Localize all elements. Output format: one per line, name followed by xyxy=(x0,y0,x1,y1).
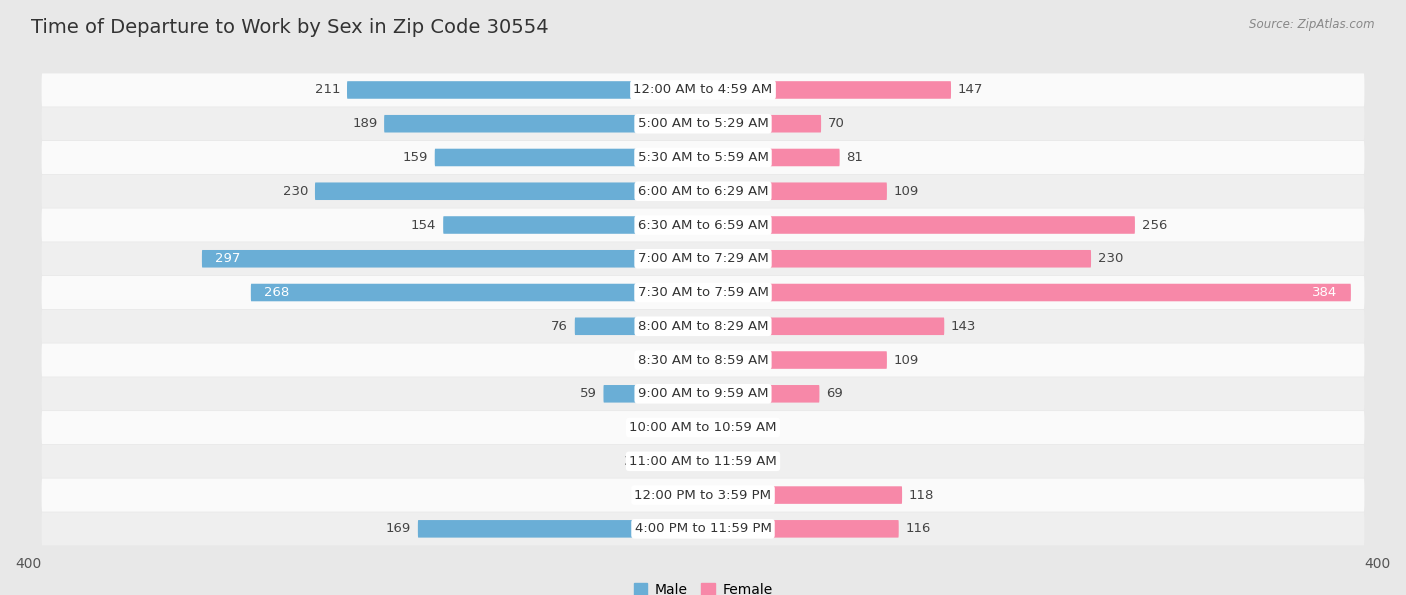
Text: 230: 230 xyxy=(1098,252,1123,265)
Text: 69: 69 xyxy=(827,387,844,400)
Text: 268: 268 xyxy=(264,286,290,299)
FancyBboxPatch shape xyxy=(703,115,821,133)
Text: 256: 256 xyxy=(1142,218,1167,231)
FancyBboxPatch shape xyxy=(703,351,887,369)
Text: Time of Departure to Work by Sex in Zip Code 30554: Time of Departure to Work by Sex in Zip … xyxy=(31,18,548,37)
Text: 76: 76 xyxy=(551,320,568,333)
FancyBboxPatch shape xyxy=(202,250,703,268)
FancyBboxPatch shape xyxy=(703,486,903,504)
FancyBboxPatch shape xyxy=(418,520,703,538)
Text: 9:00 AM to 9:59 AM: 9:00 AM to 9:59 AM xyxy=(638,387,768,400)
FancyBboxPatch shape xyxy=(42,242,1364,275)
FancyBboxPatch shape xyxy=(654,419,703,436)
FancyBboxPatch shape xyxy=(42,276,1364,309)
Text: 33: 33 xyxy=(624,455,641,468)
Text: 189: 189 xyxy=(352,117,377,130)
FancyBboxPatch shape xyxy=(250,284,703,301)
FancyBboxPatch shape xyxy=(703,385,820,403)
Text: 230: 230 xyxy=(283,184,308,198)
FancyBboxPatch shape xyxy=(42,141,1364,174)
Text: 12:00 AM to 4:59 AM: 12:00 AM to 4:59 AM xyxy=(634,83,772,96)
FancyBboxPatch shape xyxy=(703,81,950,99)
Text: 384: 384 xyxy=(1312,286,1337,299)
Text: 6:30 AM to 6:59 AM: 6:30 AM to 6:59 AM xyxy=(638,218,768,231)
Text: 169: 169 xyxy=(385,522,411,536)
FancyBboxPatch shape xyxy=(603,385,703,403)
FancyBboxPatch shape xyxy=(42,478,1364,512)
Text: 5:00 AM to 5:29 AM: 5:00 AM to 5:29 AM xyxy=(638,117,768,130)
FancyBboxPatch shape xyxy=(42,512,1364,546)
FancyBboxPatch shape xyxy=(703,183,887,200)
FancyBboxPatch shape xyxy=(703,520,898,538)
FancyBboxPatch shape xyxy=(42,310,1364,343)
FancyBboxPatch shape xyxy=(42,208,1364,242)
FancyBboxPatch shape xyxy=(703,453,720,470)
Text: 8:00 AM to 8:29 AM: 8:00 AM to 8:29 AM xyxy=(638,320,768,333)
FancyBboxPatch shape xyxy=(575,318,703,335)
Text: 159: 159 xyxy=(402,151,427,164)
FancyBboxPatch shape xyxy=(647,453,703,470)
FancyBboxPatch shape xyxy=(42,445,1364,478)
Text: 116: 116 xyxy=(905,522,931,536)
FancyBboxPatch shape xyxy=(42,411,1364,444)
FancyBboxPatch shape xyxy=(42,107,1364,140)
FancyBboxPatch shape xyxy=(42,73,1364,107)
Text: 10: 10 xyxy=(727,455,744,468)
Text: 8:30 AM to 8:59 AM: 8:30 AM to 8:59 AM xyxy=(638,353,768,367)
FancyBboxPatch shape xyxy=(703,284,1351,301)
FancyBboxPatch shape xyxy=(703,250,1091,268)
Text: 12:00 PM to 3:59 PM: 12:00 PM to 3:59 PM xyxy=(634,488,772,502)
Text: 6:00 AM to 6:29 AM: 6:00 AM to 6:29 AM xyxy=(638,184,768,198)
FancyBboxPatch shape xyxy=(315,183,703,200)
FancyBboxPatch shape xyxy=(42,343,1364,377)
Text: 5:30 AM to 5:59 AM: 5:30 AM to 5:59 AM xyxy=(637,151,769,164)
Text: 29: 29 xyxy=(630,421,647,434)
Text: 70: 70 xyxy=(828,117,845,130)
Text: 10:00 AM to 10:59 AM: 10:00 AM to 10:59 AM xyxy=(630,421,776,434)
FancyBboxPatch shape xyxy=(703,318,945,335)
Text: 7:00 AM to 7:29 AM: 7:00 AM to 7:29 AM xyxy=(638,252,768,265)
FancyBboxPatch shape xyxy=(703,216,1135,234)
FancyBboxPatch shape xyxy=(42,175,1364,208)
Text: 297: 297 xyxy=(215,252,240,265)
FancyBboxPatch shape xyxy=(703,419,730,436)
FancyBboxPatch shape xyxy=(443,216,703,234)
FancyBboxPatch shape xyxy=(42,377,1364,411)
FancyBboxPatch shape xyxy=(703,149,839,166)
Text: Source: ZipAtlas.com: Source: ZipAtlas.com xyxy=(1250,18,1375,31)
Text: 27: 27 xyxy=(634,488,651,502)
FancyBboxPatch shape xyxy=(434,149,703,166)
Text: 23: 23 xyxy=(641,353,658,367)
Text: 59: 59 xyxy=(579,387,596,400)
Text: 211: 211 xyxy=(315,83,340,96)
Text: 4:00 PM to 11:59 PM: 4:00 PM to 11:59 PM xyxy=(634,522,772,536)
Text: 143: 143 xyxy=(950,320,976,333)
Text: 147: 147 xyxy=(957,83,983,96)
FancyBboxPatch shape xyxy=(658,486,703,504)
FancyBboxPatch shape xyxy=(347,81,703,99)
Text: 109: 109 xyxy=(894,353,920,367)
Text: 7:30 AM to 7:59 AM: 7:30 AM to 7:59 AM xyxy=(637,286,769,299)
Text: 81: 81 xyxy=(846,151,863,164)
Text: 16: 16 xyxy=(737,421,754,434)
Text: 109: 109 xyxy=(894,184,920,198)
FancyBboxPatch shape xyxy=(664,351,703,369)
FancyBboxPatch shape xyxy=(384,115,703,133)
Text: 118: 118 xyxy=(908,488,934,502)
Legend: Male, Female: Male, Female xyxy=(628,577,778,595)
Text: 154: 154 xyxy=(411,218,436,231)
Text: 11:00 AM to 11:59 AM: 11:00 AM to 11:59 AM xyxy=(628,455,778,468)
